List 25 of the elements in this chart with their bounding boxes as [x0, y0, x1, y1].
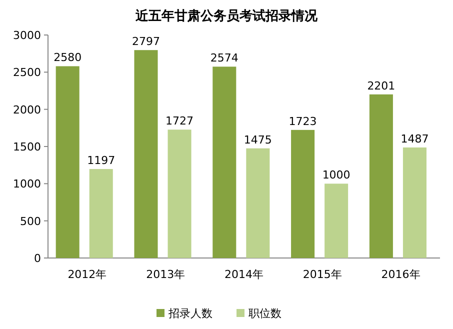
y-tick-label: 1000 [13, 178, 41, 191]
data-label: 1475 [244, 133, 272, 146]
data-label: 2574 [210, 52, 238, 65]
x-tick-label: 2016年 [381, 268, 420, 281]
x-tick-label: 2013年 [146, 268, 186, 281]
x-tick-label: 2015年 [302, 268, 342, 281]
legend-label: 职位数 [248, 307, 282, 320]
chart-title: 近五年甘肃公务员考试招录情况 [134, 8, 318, 24]
y-tick-label: 500 [20, 214, 41, 228]
y-tick-label: 1500 [13, 140, 41, 154]
legend-label: 招录人数 [168, 307, 212, 320]
y-tick-label: 2000 [13, 103, 41, 116]
data-label: 1000 [322, 168, 350, 182]
data-label: 2580 [54, 51, 82, 64]
data-label: 1487 [400, 132, 429, 146]
y-tick-label: 2500 [13, 66, 41, 80]
y-tick-label: 0 [34, 252, 41, 265]
x-tick-label: 2012年 [68, 268, 107, 281]
y-tick-label: 3000 [13, 29, 41, 42]
x-tick-label: 2014年 [224, 268, 264, 281]
data-label: 2797 [132, 35, 160, 48]
data-label: 1723 [288, 114, 317, 128]
data-label: 2201 [367, 79, 396, 92]
data-label: 1197 [87, 154, 116, 168]
data-label: 1727 [166, 114, 194, 128]
